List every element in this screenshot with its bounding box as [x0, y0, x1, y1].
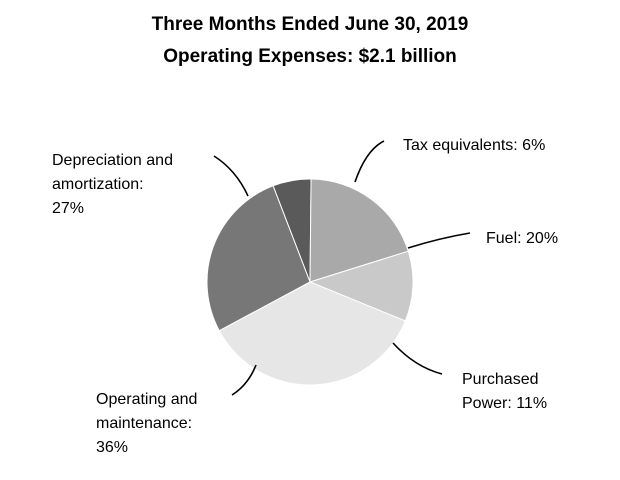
label-tax-equivalents: Tax equivalents: 6% — [403, 137, 546, 154]
leader-depreciation-and-amortization — [213, 155, 249, 197]
leader-tax-equivalents — [354, 140, 385, 183]
pie-slice-operating-and-maintenance — [218, 281, 407, 386]
leader-operating-and-maintenance — [231, 364, 257, 396]
chart-title: Three Months Ended June 30, 2019 — [151, 14, 469, 35]
label-purchased-power: Purchased Power: 11% — [462, 371, 548, 412]
label-depreciation-and-amortization: Depreciation and amortization: 27% — [52, 152, 173, 217]
label-operating-and-maintenance: Operating and maintenance: 36% — [96, 391, 198, 456]
label-fuel: Fuel: 20% — [486, 230, 559, 247]
pie-slice-purchased-power — [308, 250, 414, 322]
leader-fuel — [407, 232, 471, 249]
pie-slice-fuel — [309, 178, 409, 283]
chart-subtitle: Operating Expenses: $2.1 billion — [163, 46, 457, 67]
leader-purchased-power — [392, 342, 443, 375]
pie-slice-depreciation-and-amortization — [206, 185, 311, 332]
